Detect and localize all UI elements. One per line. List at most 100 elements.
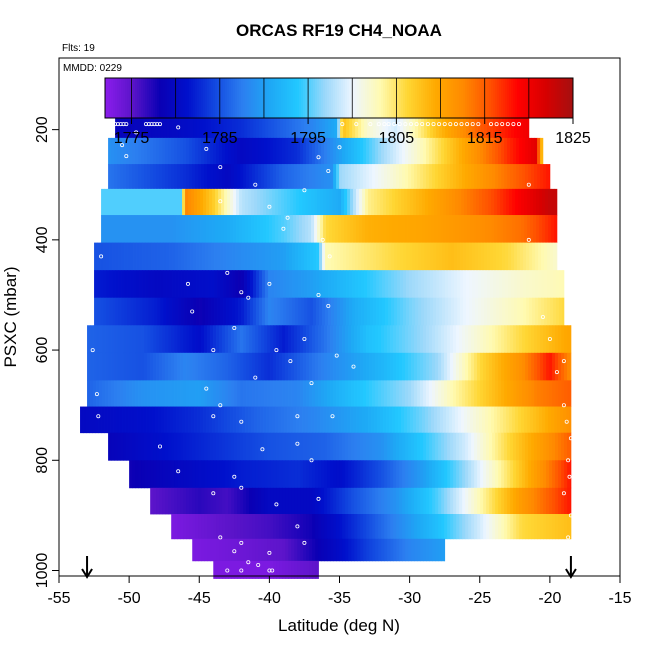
heatmap-cell [453,514,457,540]
heatmap-cell [321,538,325,562]
colorbar-swatch [349,78,352,118]
heatmap-cell [288,352,292,381]
heatmap-cell [385,242,389,271]
heatmap-cell [446,406,450,434]
heatmap-cell [207,487,211,515]
heatmap-cell [332,215,336,243]
heatmap-cell [318,538,322,562]
heatmap-cell [310,242,314,271]
heatmap-cell [564,432,568,461]
colorbar-swatch [115,78,118,118]
heatmap-cell [324,137,328,165]
heatmap-cell [429,538,433,562]
heatmap-cell [246,380,250,407]
colorbar-swatch [257,78,260,118]
heatmap-cell [527,188,531,216]
heatmap-cell [481,242,485,271]
measurement-point [176,469,181,474]
heatmap-cell [437,406,441,434]
heatmap-cell [319,242,323,271]
heatmap-cell [143,188,147,216]
heatmap-cell [348,164,352,190]
colorbar-swatch [235,78,238,118]
heatmap-cell [174,460,178,489]
heatmap-cell [432,538,436,562]
heatmap-cell [518,215,522,243]
heatmap-cell [304,270,308,299]
heatmap-cell [180,137,184,165]
heatmap-cell [470,215,474,243]
measurement-point [267,550,272,555]
heatmap-cell [400,112,404,139]
heatmap-cell [486,460,490,489]
heatmap-cell [130,242,134,271]
heatmap-cell [244,112,248,139]
heatmap-cell [330,380,334,407]
heatmap-cell [195,538,199,562]
heatmap-cell [283,242,287,271]
heatmap-cell [399,432,403,461]
heatmap-cell [205,270,209,299]
heatmap-cell [204,137,208,165]
measurement-point [309,458,314,463]
heatmap-cell [231,325,235,354]
heatmap-cell [204,487,208,515]
heatmap-cell [364,297,368,326]
heatmap-cell [151,242,155,271]
colorbar-swatch [105,78,108,118]
colorbar-swatch [303,78,306,118]
heatmap-cell [502,270,506,299]
heatmap-cell [537,487,541,515]
heatmap-cell [96,380,100,407]
measurement-point [517,122,522,127]
heatmap-cell [141,137,145,165]
heatmap-cell [412,297,416,326]
heatmap-cell [129,432,133,461]
heatmap-cell [333,325,337,354]
heatmap-cell [249,164,253,190]
colorbar-swatch [271,78,274,118]
heatmap-cell [494,406,498,434]
heatmap-cell [462,487,466,515]
heatmap-cell [204,352,208,381]
heatmap-cell [540,164,544,190]
heatmap-cell [190,112,194,139]
heatmap-cell [219,380,223,407]
measurement-point [124,154,129,159]
heatmap-cell [264,432,268,461]
colorbar-swatch [429,78,432,118]
heatmap-cell [434,406,438,434]
heatmap-cell [372,352,376,381]
heatmap-cell [534,164,538,190]
colorbar-swatch [371,78,374,118]
heatmap-cell [495,352,499,381]
measurement-point [540,314,545,319]
heatmap-cell [416,406,420,434]
heatmap-cell [459,514,463,540]
heatmap-cell [295,297,299,326]
heatmap-cell [460,242,464,271]
heatmap-cell [149,188,153,216]
heatmap-cell [444,352,448,381]
heatmap-cell [306,514,310,540]
heatmap-cell [484,242,488,271]
measurement-point [316,292,321,297]
heatmap-cell [218,215,222,243]
heatmap-cell [263,188,267,216]
heatmap-cell [342,137,346,165]
heatmap-cell [549,460,553,489]
heatmap-cell [540,487,544,515]
measurement-point [459,122,464,127]
heatmap-cell [185,188,189,216]
heatmap-cell [405,514,409,540]
heatmap-cell [415,112,419,139]
heatmap-cell [182,406,186,434]
heatmap-cell [147,460,151,489]
heatmap-cell [101,406,105,434]
heatmap-cell [93,380,97,407]
heatmap-cell [340,112,344,139]
heatmap-cell [340,270,344,299]
heatmap-cell [361,112,365,139]
heatmap-cell [144,137,148,165]
heatmap-cell [190,270,194,299]
